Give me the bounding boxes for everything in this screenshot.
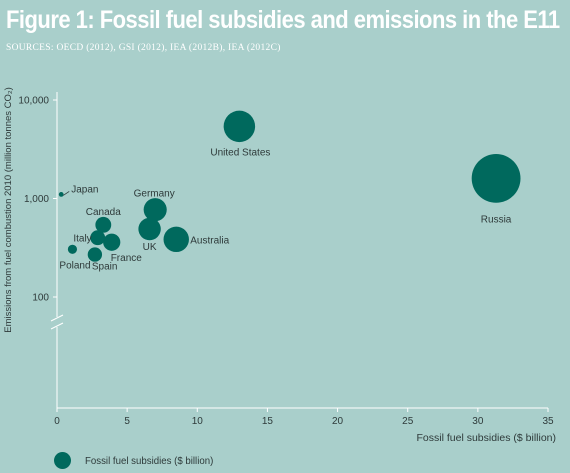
bubble-russia <box>471 153 521 203</box>
x-tick-label: 20 <box>332 416 344 427</box>
y-axis-label: Emissions from fuel combustion 2010 (mil… <box>3 87 14 333</box>
chart-bubbles <box>58 110 521 262</box>
y-tick-label: 1,000 <box>24 194 49 205</box>
bubble-spain <box>87 247 103 262</box>
point-label-uk: UK <box>143 242 157 253</box>
x-tick-label: 35 <box>542 416 554 427</box>
x-tick-label: 10 <box>192 416 204 427</box>
point-label-australia: Australia <box>190 235 229 246</box>
x-axis-label: Fossil fuel subsidies ($ billion) <box>417 432 556 444</box>
bubble-france <box>103 233 121 251</box>
bubble-japan <box>58 192 64 197</box>
point-label-france: France <box>111 253 143 264</box>
point-label-spain: Spain <box>92 262 118 273</box>
point-label-united-states: United States <box>210 147 270 158</box>
legend-label: Fossil fuel subsidies ($ billion) <box>85 454 214 467</box>
point-label-germany: Germany <box>134 189 175 200</box>
x-tick-label: 30 <box>472 416 484 427</box>
y-tick-label: 10,000 <box>18 96 49 107</box>
legend-bubble-swatch <box>54 452 71 469</box>
point-label-italy: Italy <box>73 234 91 245</box>
y-tick-label: 100 <box>32 293 49 304</box>
page-title: Figure 1: Fossil fuel subsidies and emis… <box>6 6 560 34</box>
chart-point-labels: Russia United States Australia Germany UKFra… <box>59 147 511 272</box>
bubble-canada <box>95 216 112 233</box>
sources-note: SOURCES: OECD (2012), GSI (2012), IEA (2… <box>6 43 281 53</box>
point-label-russia: Russia <box>481 214 512 225</box>
point-label-japan: Japan <box>71 184 98 195</box>
japan-leader-line <box>63 191 70 196</box>
x-tick-label: 5 <box>124 416 130 427</box>
legend: Fossil fuel subsidies ($ billion) <box>54 452 224 469</box>
x-tick-label: 0 <box>54 416 60 427</box>
y-axis-break-mark <box>50 314 64 322</box>
bubble-australia <box>163 226 189 253</box>
bubble-united-states <box>223 110 256 143</box>
bubble-germany <box>143 198 167 222</box>
point-label-canada: Canada <box>86 207 121 218</box>
bubble-poland <box>67 244 78 254</box>
x-tick-label: 15 <box>262 416 274 427</box>
point-label-poland: Poland <box>59 260 90 271</box>
chart-axes: 0 5 10 15 20 25 30 35 100 1,000 10,000 <box>18 92 554 427</box>
x-tick-label: 25 <box>402 416 414 427</box>
bubble-uk <box>138 217 161 241</box>
bubble-italy <box>90 230 106 246</box>
y-axis-break-mark <box>50 322 64 330</box>
